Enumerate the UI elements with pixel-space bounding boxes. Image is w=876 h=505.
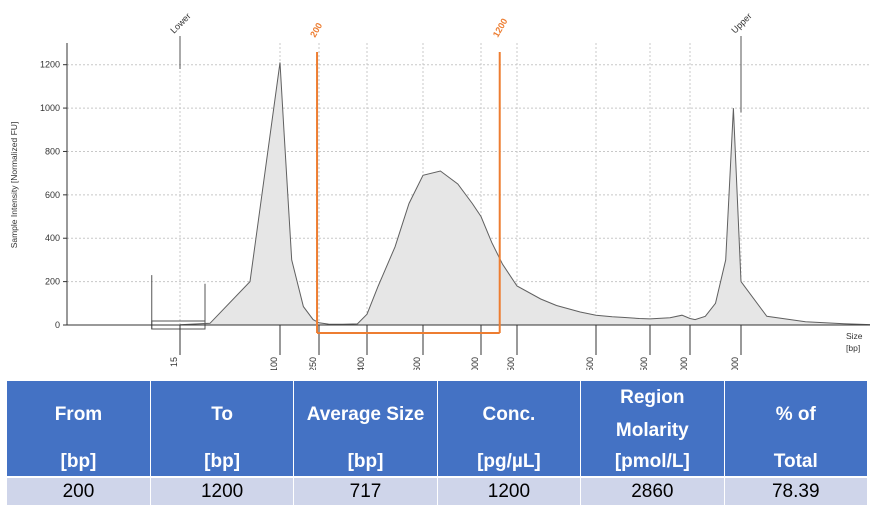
table-header-row: From To Average Size Conc. Region Molari… xyxy=(7,381,869,447)
table-header-unit-row: [bp] [bp] [bp] [pg/µL] [pmol/L] Total xyxy=(7,447,869,477)
x-tick-label: 2500 xyxy=(585,357,595,370)
x-tick-label: 100 xyxy=(269,357,279,370)
chart-grid xyxy=(67,43,870,325)
header-average-size: Average Size xyxy=(293,381,438,447)
header-conc-unit: [pg/µL] xyxy=(437,447,582,477)
axis-labels: Sample Intensity [Normalized FU] Size [b… xyxy=(9,122,863,353)
y-tick-label: 1000 xyxy=(40,103,60,113)
results-table: From To Average Size Conc. Region Molari… xyxy=(7,381,869,505)
header-to: To xyxy=(150,381,295,447)
marker-label: Upper xyxy=(729,11,753,35)
y-tick-label: 1200 xyxy=(40,60,60,70)
header-from: From xyxy=(7,381,151,447)
region-end-label: 1200 xyxy=(491,17,510,39)
header-region-molarity: Region Molarity xyxy=(580,381,725,447)
y-tick-label: 800 xyxy=(45,146,60,156)
header-from-unit: [bp] xyxy=(7,447,151,477)
cell-to: 1200 xyxy=(150,476,295,505)
chart-axes: 0 200 400 600 800 1000 1200 15 100 250 400 600 1000 1… xyxy=(40,43,870,370)
y-tick-label: 400 xyxy=(45,233,60,243)
x-tick-label: 1000 xyxy=(470,357,480,370)
cell-percent-total: 78.39 xyxy=(724,476,869,505)
y-axis-title: Sample Intensity [Normalized FU] xyxy=(9,122,19,249)
y-tick-label: 0 xyxy=(55,320,60,330)
x-tick-label: 3500 xyxy=(639,357,649,370)
cell-from: 200 xyxy=(7,476,151,505)
table-row: 200 1200 717 1200 2860 78.39 xyxy=(7,476,869,505)
cell-conc: 1200 xyxy=(437,476,582,505)
x-tick-label: 600 xyxy=(412,357,422,370)
trace-line xyxy=(179,62,871,326)
marker-labels: Lower Upper xyxy=(168,11,754,113)
y-tick-label: 600 xyxy=(45,190,60,200)
cell-region-molarity: 2860 xyxy=(580,476,725,505)
header-average-size-unit: [bp] xyxy=(293,447,438,477)
header-conc: Conc. xyxy=(437,381,582,447)
x-axis-unit: [bp] xyxy=(846,343,860,353)
header-percent-total-unit: Total xyxy=(724,447,869,477)
x-tick-label: 400 xyxy=(356,357,366,370)
x-axis-title: Size xyxy=(846,331,863,341)
region-start-label: 200 xyxy=(308,21,324,39)
x-tick-label: 250 xyxy=(308,357,318,370)
x-tick-label: 5000 xyxy=(679,357,689,370)
x-tick-label: 15 xyxy=(169,357,179,367)
header-percent-total: % of xyxy=(724,381,869,447)
marker-label: Lower xyxy=(168,11,192,35)
x-tick-label: 10000 xyxy=(730,357,740,370)
header-to-unit: [bp] xyxy=(150,447,295,477)
electropherogram-chart: 0 200 400 600 800 1000 1200 15 100 250 400 600 1000 1… xyxy=(9,11,871,370)
trace-area xyxy=(180,62,870,325)
header-region-molarity-unit: [pmol/L] xyxy=(580,447,725,477)
cell-average-size: 717 xyxy=(293,476,438,505)
y-tick-label: 200 xyxy=(45,277,60,287)
x-tick-label: 1500 xyxy=(506,357,516,370)
